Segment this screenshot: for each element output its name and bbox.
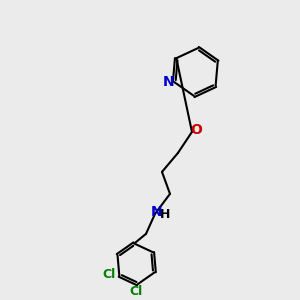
Text: N: N [162,75,174,89]
Text: Cl: Cl [102,268,116,281]
Text: H: H [159,208,170,221]
Text: Cl: Cl [130,285,143,298]
Text: N: N [151,206,162,219]
Text: O: O [190,123,202,137]
